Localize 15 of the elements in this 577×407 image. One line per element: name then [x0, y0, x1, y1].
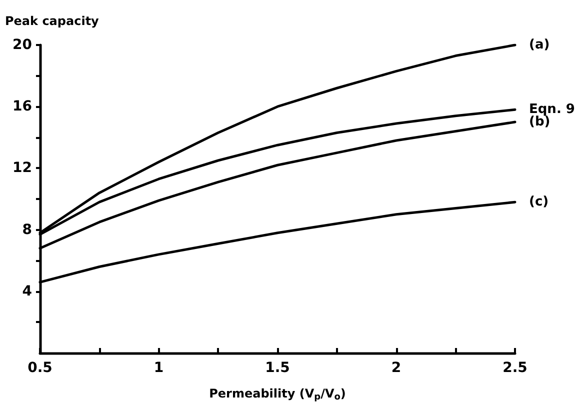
y-axis-title: Peak capacity	[5, 14, 100, 28]
y-tick-label: 8	[22, 222, 32, 238]
x-tick-label: 1.5	[265, 360, 290, 376]
y-tick-label: 4	[22, 283, 32, 300]
x-tick-label: 1	[154, 360, 164, 376]
x-tick-label: 0.5	[28, 360, 52, 376]
series-label: Eqn. 9	[529, 102, 575, 118]
series-label: (c)	[529, 194, 549, 210]
y-tick-label: 20	[12, 37, 32, 53]
y-tick-label: 16	[12, 98, 32, 115]
series-label: (a)	[529, 38, 550, 52]
y-tick-label: 12	[12, 160, 32, 176]
series-label: (b)	[529, 114, 550, 130]
x-tick-label: 2	[391, 360, 402, 376]
x-tick-label: 2.5	[502, 360, 528, 376]
